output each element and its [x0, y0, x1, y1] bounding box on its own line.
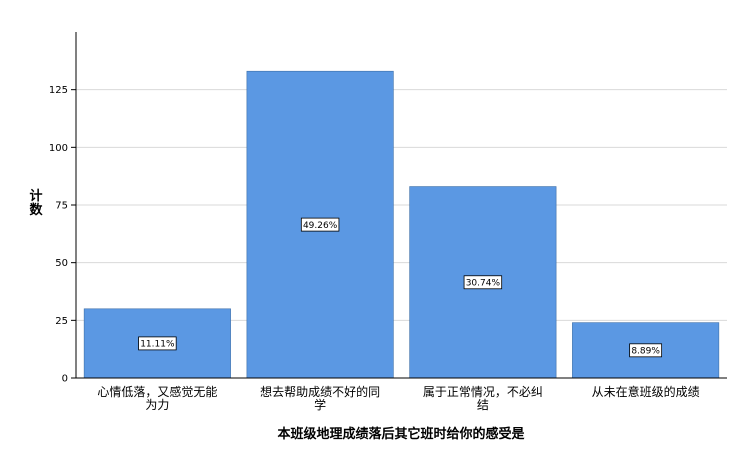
data-label: 8.89% — [629, 343, 663, 358]
y-tick-label: 25 — [55, 316, 68, 327]
y-tick-label: 75 — [55, 201, 68, 212]
x-category-label: 从未在意班级的成绩 — [592, 384, 700, 399]
data-label-box — [138, 336, 177, 351]
data-label: 30.74% — [463, 275, 503, 290]
y-axis-title: 计数 — [29, 188, 43, 218]
data-labels: 11.11% 49.26% 30.74% 8.89% — [138, 217, 663, 358]
bars — [83, 70, 720, 379]
data-label-text: 49.26% — [303, 221, 338, 231]
y-tick-label: 0 — [62, 374, 68, 385]
x-category-label: 想去帮助成绩不好的同学 — [260, 384, 380, 412]
y-tick-labels: 0 25 50 75 100 125 — [49, 85, 76, 385]
data-label-text: 11.11% — [140, 340, 175, 350]
gridlines — [76, 89, 727, 321]
data-label: 49.26% — [300, 217, 340, 232]
data-label-text: 30.74% — [466, 278, 501, 288]
data-label-box — [629, 343, 663, 358]
x-category-label: 心情低落，又感觉无能为力 — [97, 384, 217, 412]
y-tick-label: 125 — [49, 85, 68, 96]
y-tick-label: 100 — [49, 143, 68, 154]
x-category-label: 属于正常情况，不必纠结 — [423, 385, 543, 412]
y-tick-label: 50 — [55, 258, 68, 269]
data-label: 11.11% — [138, 336, 177, 351]
data-label-box — [463, 275, 503, 290]
data-label-text: 8.89% — [631, 347, 660, 357]
data-label-box — [300, 217, 340, 232]
x-category-labels: 心情低落，又感觉无能为力 想去帮助成绩不好的同学 属于正常情况，不必纠结 从未在意班级… — [97, 384, 699, 412]
x-axis-title: 本班级地理成绩落后其它班时给你的感受是 — [277, 426, 525, 442]
